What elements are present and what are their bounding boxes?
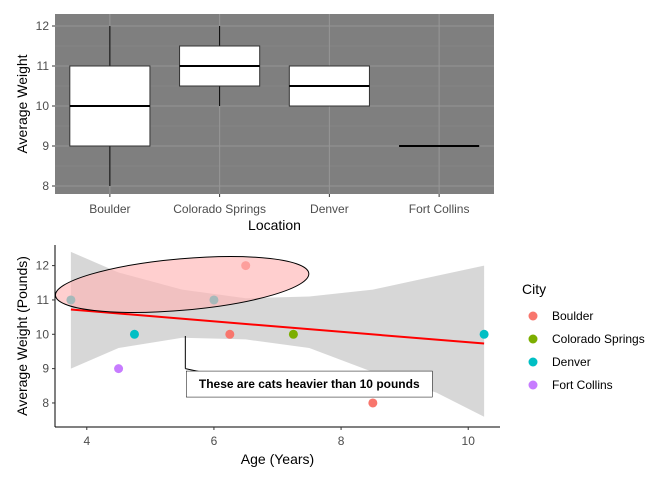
trend-line [70,308,485,345]
legend-title: City [522,281,546,297]
data-point-boulder [368,398,378,408]
legend-swatch-colorado-springs [528,334,538,344]
y-tick-label: 11 [37,59,50,73]
y-tick-label: 10 [36,327,50,341]
x-tick-label: 6 [211,434,218,448]
x-tick-label: Fort Collins [409,202,470,216]
legend-label: Fort Collins [552,378,613,392]
legend-label: Boulder [552,309,593,323]
boxplot-chart: 8 9 10 11 12 Boulder Colorado Springs Denver For… [14,14,494,233]
y-tick-label: 8 [42,396,49,410]
y-tick-label: 8 [42,179,49,193]
y-tick-label: 12 [36,259,50,273]
y-tick-label: 10 [36,99,50,113]
data-point-fort-collins [114,364,124,374]
legend-swatch-denver [528,357,538,367]
x-tick-label: Denver [310,202,349,216]
data-point-denver [129,329,139,339]
y-tick-label: 11 [37,293,50,307]
legend-label: Denver [552,355,591,369]
annotation-label: These are cats heavier than 10 pounds [199,377,420,391]
y-axis-title: Average Weight (Pounds) [14,256,30,416]
x-tick-label: 10 [462,434,476,448]
y-axis-title: Average Weight [14,54,30,153]
data-point-colorado-springs [288,329,298,339]
y-tick-label: 9 [42,139,49,153]
y-tick-label: 9 [42,362,49,376]
legend-swatch-boulder [528,311,538,321]
x-tick-label: 4 [83,434,90,448]
legend-swatch-fort-collins [528,380,538,390]
y-tick-label: 12 [36,19,50,33]
legend-label: Colorado Springs [552,332,645,346]
x-axis-title: Location [248,217,301,233]
annotation-label-box [186,370,433,398]
data-point-denver [479,329,489,339]
x-tick-label: 8 [338,434,345,448]
x-tick-label: Boulder [89,202,130,216]
x-axis-title: Age (Years) [241,451,314,467]
x-tick-label: Colorado Springs [173,202,266,216]
data-point-boulder [225,329,235,339]
